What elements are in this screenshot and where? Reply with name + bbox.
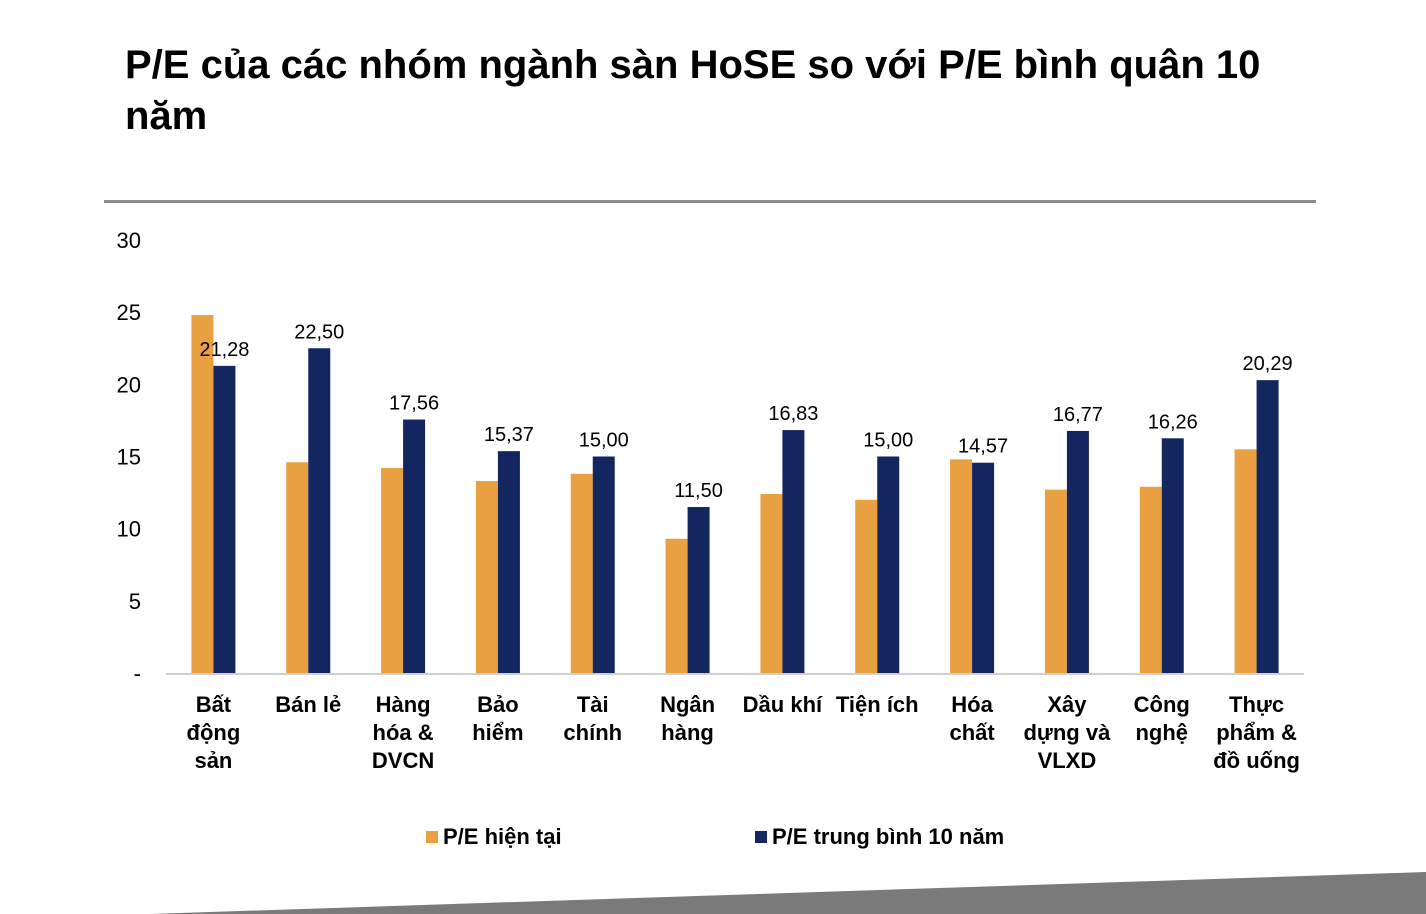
category-label-line: động	[187, 720, 241, 745]
category-label-line: đồ uống	[1213, 748, 1300, 773]
data-label-avg10: 15,00	[863, 430, 913, 452]
bar-pe-avg10	[877, 456, 900, 673]
bar-pe-current	[381, 468, 404, 673]
category-label: Xây dựng và VLXD	[1023, 692, 1111, 773]
data-label-avg10: 14,57	[958, 436, 1008, 458]
data-label-avg10: 16,26	[1148, 411, 1198, 433]
bar-pe-avg10	[1161, 438, 1184, 673]
category-label-line: Bảo	[477, 692, 519, 717]
legend-swatch-avg10	[755, 831, 767, 843]
footer-wedge	[150, 872, 1426, 914]
bar-pe-current	[475, 481, 498, 673]
y-tick-label: 15	[117, 445, 141, 470]
bar-pe-avg10	[592, 456, 615, 673]
category-label-line: DVCN	[372, 748, 434, 773]
bar-pe-current	[855, 499, 878, 673]
y-tick-label: 10	[117, 517, 141, 542]
bar-pe-avg10	[687, 507, 710, 673]
bar-pe-avg10	[1256, 380, 1279, 673]
legend-label-current: P/E hiện tại	[443, 824, 562, 849]
bar-pe-current	[570, 473, 593, 673]
category-label-line: Dầu khí	[743, 692, 823, 717]
category-label: Bảo hiểm	[472, 692, 523, 745]
data-label-avg10: 15,00	[579, 430, 629, 452]
category-label: Thực phẩm & đồ uống	[1213, 692, 1300, 773]
bar-pe-current	[286, 462, 309, 673]
data-label-avg10: 15,37	[484, 424, 534, 446]
bar-pe-current	[760, 494, 783, 673]
title-divider	[104, 200, 1316, 203]
data-label-avg10: 17,56	[389, 393, 439, 415]
page-title: P/E của các nhóm ngành sàn HoSE so với P…	[125, 43, 1261, 138]
data-labels: 21,28 22,50 17,56 15,37 15,00 11,50 16,83 15,00…	[199, 321, 1292, 502]
y-tick-label: 30	[117, 228, 141, 253]
bar-pe-avg10	[782, 430, 805, 673]
legend-label-avg10: P/E trung bình 10 năm	[772, 824, 1005, 849]
legend-item-current: P/E hiện tại	[426, 824, 562, 850]
category-label-line: hàng	[661, 720, 714, 745]
y-tick-label: 5	[129, 589, 141, 614]
bar-pe-avg10	[497, 451, 520, 673]
category-label-line: Tiện ích	[836, 692, 919, 717]
category-label-line: sản	[194, 748, 232, 773]
data-label-avg10: 16,83	[768, 403, 818, 425]
y-tick-label: -	[134, 661, 141, 686]
category-label: Bán lẻ	[275, 692, 341, 717]
category-label-line: Bán lẻ	[275, 692, 341, 717]
bar-pe-current	[1234, 449, 1257, 673]
bar-pe-current	[1139, 486, 1162, 673]
category-label: Hàng hóa & DVCN	[372, 692, 434, 773]
bar-pe-avg10	[213, 365, 236, 673]
data-label-avg10: 11,50	[674, 480, 723, 502]
category-label-line: chính	[563, 720, 622, 745]
category-label-line: hiểm	[472, 720, 523, 745]
bar-pe-avg10	[403, 419, 426, 673]
category-label: Dầu khí	[743, 692, 823, 717]
bar-pe-current	[191, 315, 214, 673]
bar-pe-avg10	[1066, 430, 1089, 673]
data-label-avg10: 21,28	[199, 339, 249, 361]
category-label: Bất động sản	[187, 692, 241, 773]
y-tick-label: 20	[117, 372, 141, 397]
category-label-line: Hàng	[376, 692, 431, 717]
category-label: Tiện ích	[836, 692, 919, 717]
category-label-line: Hóa	[951, 692, 993, 717]
category-label: Tài chính	[563, 692, 622, 745]
category-label-line: hóa &	[373, 720, 434, 745]
category-label-line: Công	[1134, 692, 1190, 717]
legend-item-avg10: P/E trung bình 10 năm	[755, 824, 1004, 850]
category-label: Ngân hàng	[660, 692, 715, 745]
category-label-line: phẩm &	[1216, 720, 1297, 745]
category-label-line: VLXD	[1038, 748, 1097, 773]
category-label-line: Thực	[1229, 692, 1284, 717]
bar-pe-current	[665, 538, 688, 673]
data-label-avg10: 20,29	[1243, 353, 1293, 375]
y-axis-ticks: - 5 10 15 20 25 30	[117, 228, 141, 686]
data-label-avg10: 16,77	[1053, 404, 1103, 426]
category-labels: Bất động sản Bán lẻ Hàng hóa & DVCN Bảo hiểm Tài c…	[187, 692, 1300, 773]
bar-pe-current	[950, 459, 973, 673]
category-label: Công nghệ	[1134, 692, 1190, 745]
category-label-line: Xây	[1047, 692, 1087, 717]
category-label-line: Ngân	[660, 692, 715, 717]
legend-swatch-current	[426, 831, 438, 843]
bar-series	[191, 315, 1279, 673]
bar-pe-avg10	[308, 348, 331, 673]
category-label-line: Bất	[196, 692, 232, 717]
y-tick-label: 25	[117, 300, 141, 325]
category-label-line: Tài	[577, 692, 609, 717]
category-label-line: nghệ	[1135, 720, 1188, 745]
bar-pe-avg10	[972, 462, 995, 673]
category-label: Hóa chất	[949, 692, 995, 745]
bar-pe-current	[1044, 489, 1067, 673]
category-label-line: chất	[949, 720, 995, 745]
data-label-avg10: 22,50	[294, 321, 344, 343]
category-label-line: dựng và	[1023, 720, 1111, 745]
